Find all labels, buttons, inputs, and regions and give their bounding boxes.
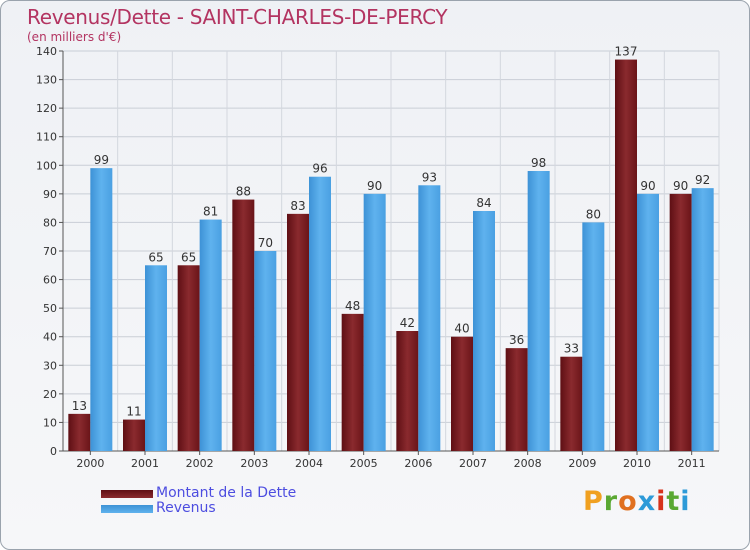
bar-dette: [451, 336, 473, 451]
bar-revenus: [418, 185, 441, 452]
data-label: 88: [236, 185, 251, 199]
bar-revenus: [691, 188, 714, 451]
legend-swatch-debt: [101, 490, 153, 498]
data-label: 65: [148, 250, 163, 264]
x-tick-label: 2001: [131, 457, 159, 470]
bar-dette: [68, 413, 91, 451]
x-tick-label: 2011: [678, 457, 706, 470]
y-tick-label: 110: [36, 131, 57, 144]
y-tick-label: 50: [43, 302, 57, 315]
bar-dette: [177, 265, 200, 451]
x-tick-label: 2002: [186, 457, 214, 470]
data-label: 42: [400, 316, 415, 330]
chart-title: Revenus/Dette - SAINT-CHARLES-DE-PERCY: [27, 5, 448, 29]
data-label: 83: [290, 199, 305, 213]
legend-label-revenus: Revenus: [156, 500, 216, 516]
y-tick-label: 10: [43, 416, 57, 429]
bar-dette: [396, 331, 419, 451]
bar-revenus: [199, 219, 222, 451]
bars: [68, 59, 714, 452]
bar-dette: [341, 313, 364, 451]
logo-letter: i: [680, 486, 691, 517]
x-tick-label: 2008: [514, 457, 542, 470]
bar-revenus: [582, 222, 605, 451]
bar-dette: [232, 199, 255, 451]
y-tick-label: 70: [43, 245, 57, 258]
bar-revenus: [637, 193, 659, 451]
legend-label-debt: Montant de la Dette: [156, 485, 297, 501]
data-label: 98: [531, 156, 546, 170]
data-label: 96: [312, 162, 327, 176]
y-tick-label: 0: [50, 445, 57, 458]
bar-dette: [669, 193, 692, 451]
bar-revenus: [145, 265, 167, 451]
data-label: 90: [673, 179, 688, 193]
data-label: 11: [126, 405, 141, 419]
data-label: 92: [695, 173, 710, 187]
data-label: 93: [422, 170, 437, 184]
y-tick-label: 100: [36, 159, 57, 172]
proxiti-logo: Proxiti: [583, 486, 691, 517]
y-tick-label: 90: [43, 188, 57, 201]
x-tick-label: 2003: [240, 457, 268, 470]
chart-subtitle: (en milliers d'€): [27, 30, 122, 44]
data-label: 70: [258, 236, 273, 250]
bar-revenus: [527, 171, 550, 451]
logo-letter: t: [666, 486, 681, 517]
bar-dette: [123, 419, 145, 451]
x-tick-label: 2005: [350, 457, 378, 470]
data-labels: 13 99 11 65 65 81 88 70 83 96 48 90 42 93 40 84 36 98 33 80…: [72, 45, 711, 419]
y-tick-label: 40: [43, 331, 57, 344]
y-tick-label: 130: [36, 74, 57, 87]
data-label: 33: [564, 342, 579, 356]
x-tick-label: 2004: [295, 457, 323, 470]
bar-revenus: [90, 168, 113, 451]
y-tick-label: 60: [43, 274, 57, 287]
data-label: 90: [640, 179, 655, 193]
data-label: 84: [476, 196, 491, 210]
logo-letter: r: [603, 486, 619, 517]
x-tick-label: 2006: [404, 457, 432, 470]
data-label: 137: [615, 45, 638, 59]
bar-dette: [287, 213, 309, 451]
logo-letter: o: [618, 486, 638, 517]
logo-letter: x: [637, 486, 657, 517]
axes: 0 10 20 30 40 50 60 70 80 90 100 110 120 130 140 2000 20…: [36, 45, 719, 470]
x-tick-label: 2007: [459, 457, 487, 470]
logo-letter: P: [583, 486, 604, 517]
data-label: 80: [586, 207, 601, 221]
y-tick-label: 80: [43, 216, 57, 229]
bar-revenus: [473, 211, 495, 451]
data-label: 90: [367, 179, 382, 193]
data-label: 65: [181, 250, 196, 264]
y-tick-label: 140: [36, 45, 57, 58]
x-tick-label: 2000: [76, 457, 104, 470]
x-tick-label: 2009: [568, 457, 596, 470]
y-tick-label: 30: [43, 359, 57, 372]
data-label: 81: [203, 205, 218, 219]
x-tick-label: 2010: [623, 457, 651, 470]
data-label: 36: [509, 333, 524, 347]
bar-dette: [615, 59, 637, 451]
data-label: 13: [72, 399, 87, 413]
bar-revenus: [363, 193, 386, 451]
legend-swatch-revenus: [101, 505, 153, 513]
bar-revenus: [254, 251, 277, 451]
y-tick-label: 120: [36, 102, 57, 115]
y-tick-label: 20: [43, 388, 57, 401]
logo-letter: i: [656, 486, 667, 517]
bar-revenus: [309, 176, 331, 451]
bar-dette: [505, 348, 528, 451]
data-label: 99: [94, 153, 109, 167]
data-label: 40: [454, 322, 469, 336]
data-label: 48: [345, 299, 360, 313]
bar-dette: [560, 356, 583, 451]
